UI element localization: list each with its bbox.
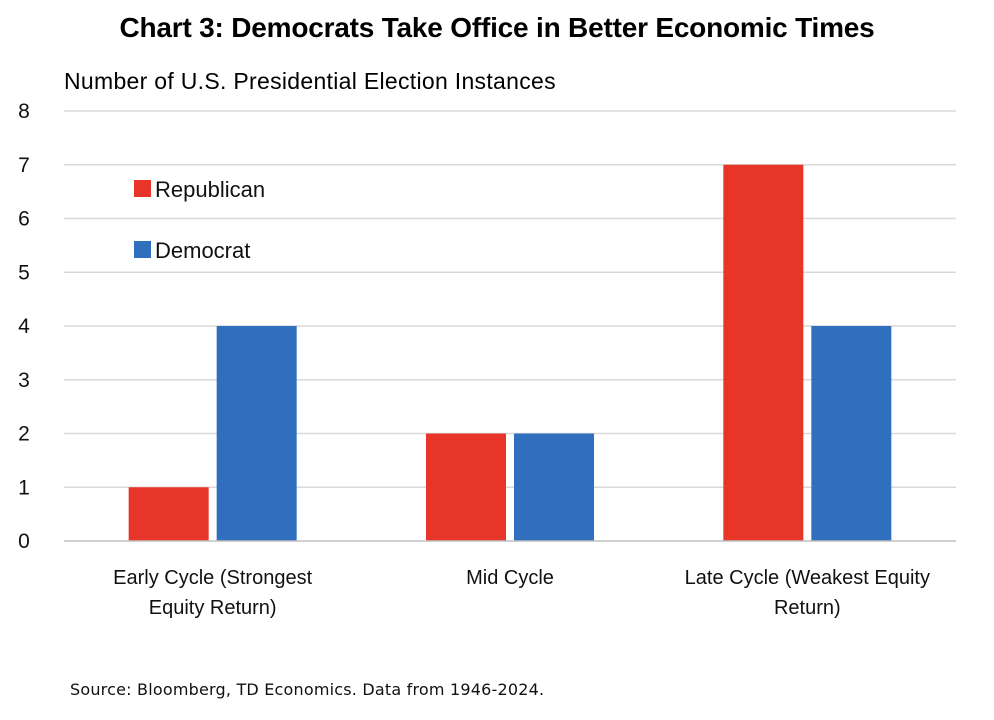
y-tick-label: 5: [18, 261, 30, 284]
x-axis-categories: Early Cycle (Strongest Equity Return) Mid …: [113, 567, 930, 619]
y-tick-label: 1: [18, 476, 30, 499]
legend-swatch-republican: [134, 180, 151, 197]
y-tick-label: 7: [18, 154, 30, 177]
legend-swatch-democrat: [134, 241, 151, 258]
legend-label-republican: Republican: [155, 177, 265, 202]
y-tick-label: 3: [18, 369, 30, 392]
bar-republican-1: [426, 433, 506, 541]
chart-subtitle: Number of U.S. Presidential Election Ins…: [64, 68, 556, 94]
y-tick-label: 8: [18, 100, 30, 123]
y-tick-label: 6: [18, 208, 30, 231]
bar-republican-2: [723, 164, 804, 541]
y-tick-label: 2: [18, 423, 30, 446]
x-category-label: Late Cycle (Weakest Equity: [685, 567, 930, 589]
x-category-label: Return): [774, 597, 841, 619]
x-category-label: Early Cycle (Strongest: [113, 567, 312, 589]
bar-democrat-2: [811, 326, 892, 541]
bar-republican-0: [128, 487, 209, 541]
bar-democrat-1: [514, 433, 594, 541]
legend-label-democrat: Democrat: [155, 238, 250, 263]
legend: Republican Democrat: [134, 177, 265, 263]
bar-democrat-0: [216, 326, 297, 541]
y-tick-label: 0: [18, 530, 30, 553]
gridlines: [64, 110, 956, 488]
y-axis-ticks: 0 1 2 3 4 5 6 7 8: [18, 100, 30, 553]
x-category-label: Equity Return): [149, 597, 277, 619]
x-category-label: Mid Cycle: [466, 567, 554, 589]
source-note: Source: Bloomberg, TD Economics. Data fr…: [70, 680, 545, 699]
chart-title: Chart 3: Democrats Take Office in Better…: [119, 12, 875, 43]
y-tick-label: 4: [18, 315, 30, 338]
bars: [128, 164, 892, 541]
